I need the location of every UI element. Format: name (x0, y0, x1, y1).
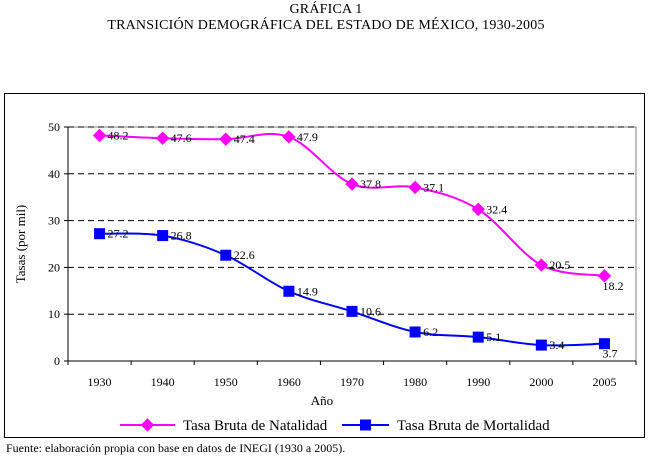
data-label: 48.2 (108, 128, 129, 142)
data-point (471, 202, 485, 217)
data-point (219, 132, 233, 146)
x-tick-label: 2000 (529, 375, 553, 389)
x-tick-label: 1950 (214, 375, 238, 389)
data-label: 47.4 (234, 132, 255, 146)
data-label: 10.6 (360, 304, 381, 318)
data-point (534, 258, 549, 272)
source-note: Fuente: elaboración propia con base en d… (6, 441, 346, 455)
data-point (472, 331, 484, 343)
x-axis-title: Año (311, 393, 333, 408)
data-point (155, 131, 170, 145)
data-label: 20.5 (549, 258, 570, 272)
x-tick-label: 1960 (277, 375, 301, 389)
data-label: 22.6 (234, 248, 255, 262)
y-tick-label: 50 (48, 120, 60, 134)
data-point (92, 128, 107, 143)
legend: Tasa Bruta de Natalidad Tasa Bruta de Mor… (120, 418, 550, 434)
series-mortalidad: 27.2 26.8 22.6 14.9 10.6 6.2 5.1 3.4 3.7 (94, 227, 617, 361)
y-tick-label: 20 (48, 260, 60, 274)
x-tick-label: 1990 (466, 375, 490, 389)
legend-marker (360, 419, 371, 431)
data-label: 37.1 (423, 180, 444, 194)
series: 48.2 47.6 47.4 47.937.8 37.132.420.518.227.2… (92, 128, 623, 361)
data-point (345, 177, 359, 191)
x-tick-label: 1940 (151, 375, 175, 389)
data-label: 27.2 (108, 227, 129, 241)
data-point (283, 285, 295, 297)
data-point (282, 130, 296, 144)
series-natalidad: 48.2 47.6 47.4 47.9 37.8 37.1 32.4 20.5 18.2 (92, 128, 623, 293)
data-label: 3.4 (549, 338, 564, 352)
x-tick-label: 1930 (88, 375, 112, 389)
legend-marker (140, 418, 155, 432)
figure-label: GRÁFICA 1 (289, 2, 363, 17)
data-point (220, 249, 232, 261)
legend-label: Tasa Bruta de Mortalidad (397, 418, 550, 434)
data-label: 47.6 (171, 131, 192, 145)
data-point (535, 339, 547, 351)
data-label: 32.4 (486, 202, 507, 216)
data-point (157, 230, 169, 242)
data-label: 26.8 (171, 229, 192, 243)
x-tick-label: 2005 (592, 375, 616, 389)
data-label: 5.1 (486, 330, 501, 344)
data-point (94, 228, 106, 240)
legend-item-natalidad: Tasa Bruta de Natalidad (120, 418, 328, 434)
x-tick-label: 1980 (403, 375, 427, 389)
chart-title: TRANSICIÓN DEMOGRÁFICA DEL ESTADO DE MÉX… (107, 18, 545, 33)
data-point (597, 269, 612, 283)
data-point (409, 326, 421, 338)
data-point (346, 305, 358, 317)
axes: 0 10 20 30 40 50 1930 1940 1950 1960 1970 1980 1990 2… (13, 120, 637, 408)
x-tick-label: 1970 (340, 375, 364, 389)
data-label: 3.7 (602, 347, 617, 361)
legend-label: Tasa Bruta de Natalidad (183, 418, 328, 434)
y-tick-label: 0 (54, 354, 60, 368)
y-tick-label: 30 (48, 214, 60, 228)
data-label: 6.2 (423, 325, 438, 339)
chart-area: 0 10 20 30 40 50 1930 1940 1950 1960 1970 1980 1990 2… (4, 93, 645, 438)
legend-item-mortalidad: Tasa Bruta de Mortalidad (342, 418, 550, 434)
line-chart: 0 10 20 30 40 50 1930 1940 1950 1960 1970 1980 1990 2… (13, 120, 637, 434)
data-label: 14.9 (297, 284, 318, 298)
plot-area (67, 126, 637, 362)
data-point (408, 180, 422, 195)
data-label: 37.8 (360, 177, 381, 191)
data-label: 47.9 (297, 130, 318, 144)
y-axis-title: Tasas (por mil) (13, 205, 28, 284)
y-tick-label: 40 (48, 167, 60, 181)
y-tick-label: 10 (48, 307, 60, 321)
data-label: 18.2 (602, 279, 623, 293)
data-point (598, 338, 610, 350)
